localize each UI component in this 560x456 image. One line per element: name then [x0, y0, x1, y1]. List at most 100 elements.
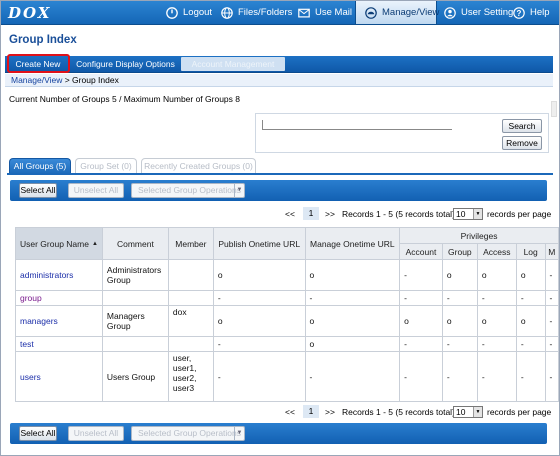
nav-logout[interactable]: Logout — [166, 1, 212, 24]
select-all-button[interactable]: Select All — [19, 426, 57, 441]
tab-all-groups[interactable]: All Groups (5) — [9, 158, 71, 174]
member-cell: dox — [167, 305, 214, 337]
column-header-member: Member — [167, 227, 214, 260]
column-header-group: Group — [441, 243, 478, 260]
privilege-cell: - — [515, 351, 546, 402]
column-header-manage-onetime-url: Manage Onetime URL — [304, 227, 401, 260]
tab-create-new[interactable]: Create New — [15, 59, 61, 69]
operations-bar-top: Select All Unselect All Selected Group O… — [10, 180, 547, 201]
mail-icon — [298, 7, 310, 19]
pager-next-link[interactable]: >> — [325, 407, 335, 417]
globe-icon — [221, 6, 233, 19]
search-button[interactable]: Search — [502, 119, 542, 133]
privilege-cell: - — [441, 351, 478, 402]
privilege-cell: - — [544, 259, 559, 291]
tab-account-management: Account Management — [181, 57, 285, 71]
privilege-cell: - — [476, 290, 517, 306]
group-name-link[interactable]: administrators — [15, 259, 103, 291]
nav-help-label: Help — [530, 7, 550, 18]
pager-prev-link[interactable]: << — [285, 209, 295, 219]
comment-cell — [101, 290, 169, 306]
dox-logo: DOX — [8, 4, 52, 22]
pager-bottom: << 1 >> Records 1 - 5 (5 records total) … — [281, 405, 553, 419]
privilege-cell: - — [212, 351, 306, 402]
page-title: Group Index — [9, 34, 77, 46]
power-icon — [166, 6, 178, 19]
breadcrumb-separator: > — [62, 75, 73, 85]
nav-user-setting-label: User Setting — [461, 7, 514, 18]
column-header-publish-onetime-url: Publish Onetime URL — [212, 227, 306, 260]
per-page-value: 10 — [456, 209, 466, 219]
column-header-log: Log — [515, 243, 546, 260]
privilege-cell: - — [399, 351, 443, 402]
privilege-cell: - — [441, 336, 478, 352]
create-new-highlight — [7, 54, 70, 73]
pager-records-info: Records 1 - 5 (5 records total) — [342, 209, 455, 219]
scrollbar-indicator[interactable] — [551, 101, 557, 117]
records-per-page-label: records per page — [487, 209, 552, 219]
nav-help[interactable]: ? Help — [513, 1, 550, 24]
nav-manage-view-label: Manage/View — [382, 7, 440, 18]
table-row: test - o - - - - - — [15, 336, 559, 352]
unselect-all-button: Unselect All — [68, 183, 124, 198]
group-name-link[interactable]: group — [15, 290, 103, 306]
pager-current-page: 1 — [303, 207, 319, 220]
pager-prev-link[interactable]: << — [285, 407, 295, 417]
unselect-all-button: Unselect All — [68, 426, 124, 441]
privilege-cell: o — [476, 305, 517, 337]
group-name-link[interactable]: test — [15, 336, 103, 352]
privilege-cell: - — [304, 290, 401, 306]
column-header-account: Account — [399, 243, 443, 260]
member-cell — [167, 259, 214, 291]
records-per-page-select[interactable]: 10 ▼ — [453, 406, 483, 418]
tab-group-set: Group Set (0) — [75, 158, 137, 174]
privilege-cell: o — [212, 305, 306, 337]
comment-cell: Managers Group — [101, 305, 169, 337]
records-per-page-select[interactable]: 10 ▼ — [453, 208, 483, 220]
select-all-button[interactable]: Select All — [19, 183, 57, 198]
privilege-cell: - — [212, 336, 306, 352]
privilege-cell: - — [441, 290, 478, 306]
table-row: group - - - - - - - — [15, 290, 559, 306]
group-ops-label: Selected Group Operations — [138, 428, 242, 438]
search-input[interactable] — [262, 120, 452, 130]
table-row: users Users Group user, user1, user2, user… — [15, 351, 559, 402]
column-header-label: User Group Name — [20, 238, 89, 249]
group-name-link[interactable]: managers — [15, 305, 103, 337]
chevron-down-icon: ▼ — [234, 184, 244, 197]
nav-user-setting[interactable]: User Setting — [444, 1, 513, 24]
column-header-access: Access — [476, 243, 517, 260]
nav-files-folders-label: Files/Folders — [238, 7, 293, 18]
remove-button[interactable]: Remove — [502, 136, 542, 150]
group-table: User Group Name ▲ Comment Member Publish … — [15, 227, 559, 402]
privilege-cell: o — [515, 305, 546, 337]
privilege-cell: - — [544, 305, 559, 337]
column-header-comment: Comment — [101, 227, 169, 260]
breadcrumb-link-manage-view[interactable]: Manage/View — [11, 75, 63, 85]
nav-use-mail[interactable]: Use Mail — [298, 1, 352, 24]
pager-next-link[interactable]: >> — [325, 209, 335, 219]
nav-manage-view[interactable]: Manage/View — [355, 1, 440, 24]
privilege-cell: - — [544, 336, 559, 352]
group-ops-label: Selected Group Operations — [138, 185, 242, 195]
privilege-cell: - — [544, 290, 559, 306]
group-name-link[interactable]: users — [15, 351, 103, 402]
privilege-cell: - — [476, 351, 517, 402]
records-per-page-label: records per page — [487, 407, 552, 417]
group-tabs-underline — [7, 173, 553, 175]
monitor-icon — [365, 6, 377, 19]
privilege-cell: o — [441, 305, 478, 337]
nav-use-mail-label: Use Mail — [315, 7, 352, 18]
privilege-cell: - — [515, 336, 546, 352]
column-header-user-group-name[interactable]: User Group Name ▲ — [15, 227, 103, 260]
help-icon: ? — [513, 6, 525, 19]
tab-configure-display-options[interactable]: Configure Display Options — [76, 59, 175, 69]
nav-files-folders[interactable]: Files/Folders — [221, 1, 292, 24]
privilege-cell: - — [544, 351, 559, 402]
selected-group-operations-dropdown: Selected Group Operations ▼ — [131, 426, 245, 441]
chevron-down-icon: ▼ — [234, 427, 244, 440]
breadcrumb-current: Group Index — [72, 75, 119, 85]
privilege-cell: - — [515, 290, 546, 306]
privilege-cell: o — [304, 336, 401, 352]
